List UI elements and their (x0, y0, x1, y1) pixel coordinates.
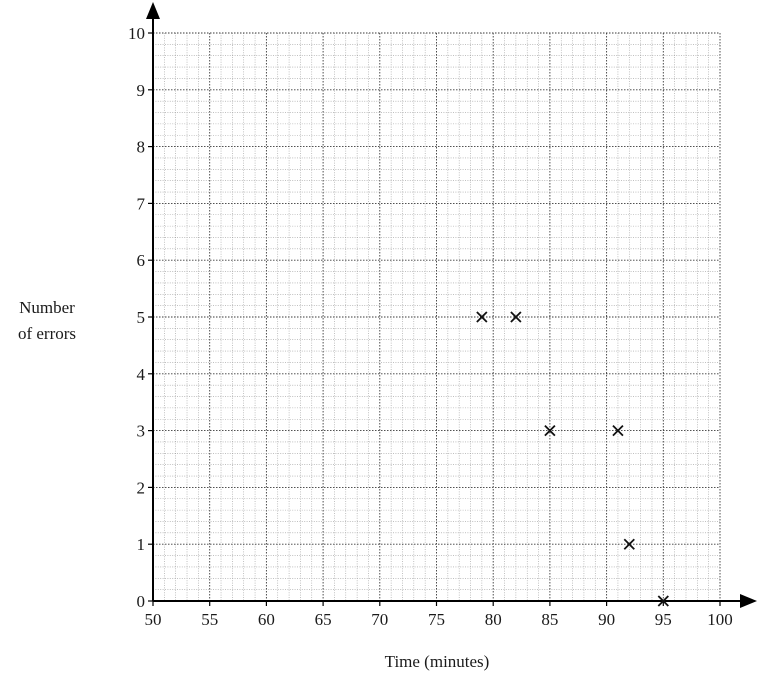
data-point-stroke (612, 424, 624, 437)
y-axis-arrow (146, 2, 160, 19)
data-point (476, 311, 488, 323)
data-point (544, 424, 556, 437)
x-tick-label: 80 (485, 610, 502, 629)
y-tick-label: 2 (137, 478, 146, 497)
data-point-stroke (544, 424, 556, 437)
data-point-stroke (510, 311, 522, 323)
y-axis-title-line-1: Number (19, 298, 75, 317)
y-tick-label: 7 (137, 194, 146, 213)
data-point (657, 595, 669, 607)
y-axis-title-line-2: of errors (18, 324, 76, 343)
y-tick-label: 1 (137, 535, 146, 554)
data-point (510, 311, 522, 323)
x-tick-label: 60 (258, 610, 275, 629)
data-point-stroke (623, 538, 635, 550)
y-tick-label: 4 (137, 365, 146, 384)
x-axis-title: Time (minutes) (385, 652, 490, 671)
y-tick-label: 0 (137, 592, 146, 611)
axes (146, 2, 757, 608)
x-tick-label: 70 (371, 610, 388, 629)
y-tick-label: 3 (137, 422, 146, 441)
grid (152, 32, 721, 602)
x-axis-arrow (740, 594, 757, 608)
x-tick-label: 95 (655, 610, 672, 629)
data-point-stroke (657, 595, 669, 607)
y-tick-labels: 0 1 2 3 4 5 6 7 8 9 10 (128, 24, 153, 611)
data-point-stroke (476, 311, 488, 323)
data-point (612, 424, 624, 437)
y-tick-label: 9 (137, 81, 146, 100)
x-tick-label: 50 (145, 610, 162, 629)
x-tick-labels: 50 55 60 65 70 75 80 85 90 95 100 (145, 601, 733, 629)
y-tick-label: 5 (137, 308, 146, 327)
x-tick-label: 85 (541, 610, 558, 629)
data-point (623, 538, 635, 550)
x-tick-label: 75 (428, 610, 445, 629)
x-tick-label: 55 (201, 610, 218, 629)
y-tick-label: 8 (137, 138, 146, 157)
y-tick-label: 6 (137, 251, 146, 270)
x-tick-label: 90 (598, 610, 615, 629)
x-tick-label: 65 (315, 610, 332, 629)
x-tick-label: 100 (707, 610, 733, 629)
y-tick-label: 10 (128, 24, 145, 43)
data-points (476, 311, 669, 607)
